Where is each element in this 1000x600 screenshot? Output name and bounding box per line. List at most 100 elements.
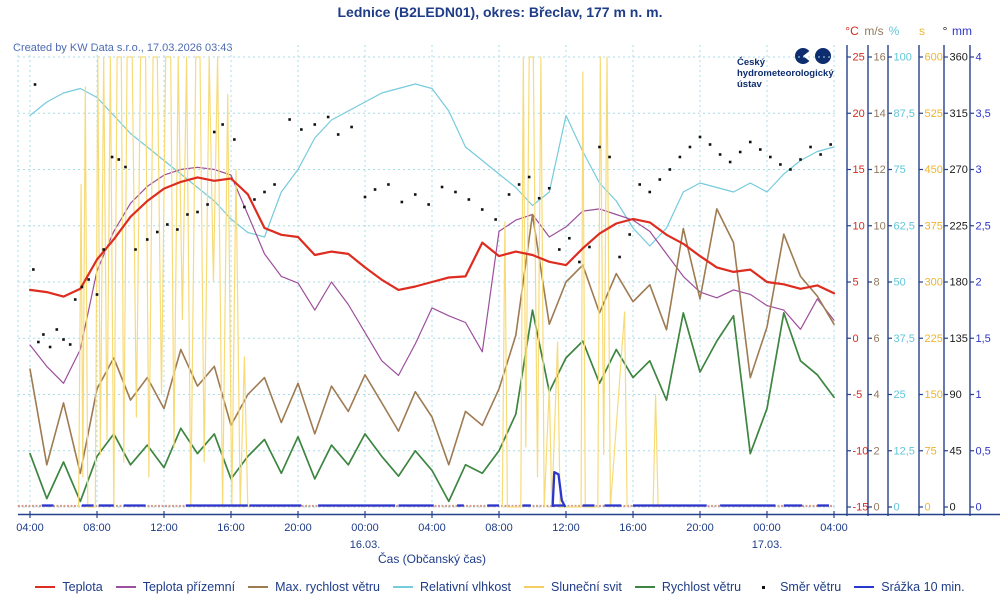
svg-text:10: 10 [874, 220, 886, 232]
legend-item-label: Relativní vlhkost [420, 580, 512, 594]
svg-text:3,5: 3,5 [976, 108, 991, 120]
chmu-logo-icon [795, 48, 831, 64]
svg-text:°C: °C [845, 24, 859, 38]
legend-line-swatch [35, 585, 56, 589]
legend-line-swatch [854, 585, 875, 589]
svg-text:2: 2 [976, 277, 982, 289]
svg-text:00:00: 00:00 [753, 522, 781, 534]
svg-text:150: 150 [925, 389, 943, 401]
svg-text:16:00: 16:00 [619, 522, 647, 534]
legend-item-label: Max. rychlost větru [275, 580, 380, 594]
svg-text:90: 90 [950, 389, 962, 401]
legend-line-swatch [634, 585, 655, 589]
svg-text:20: 20 [853, 108, 865, 120]
svg-text:100: 100 [894, 52, 912, 64]
svg-text:0: 0 [894, 502, 900, 514]
legend-item-2: Teplota přízemní [115, 580, 236, 594]
chmu-logo-line1: Český [737, 57, 765, 68]
svg-text:-10: -10 [853, 445, 869, 457]
svg-text:Čas (Občanský čas): Čas (Občanský čas) [378, 551, 486, 566]
svg-text:-5: -5 [853, 389, 863, 401]
chmu-logo-line3: ústav [737, 79, 762, 90]
svg-text:12: 12 [874, 164, 886, 176]
legend-item-8: Srážka 10 min. [854, 580, 965, 594]
y-axis-mm: mm 4 3,5 3 2,5 2 1,5 1 0,5 0 [952, 24, 991, 516]
svg-text:17.03.: 17.03. [752, 539, 783, 551]
svg-text:25: 25 [853, 52, 865, 64]
svg-text:6: 6 [874, 333, 880, 345]
series-sr-ka-10-min- [41, 470, 829, 508]
svg-text:75: 75 [925, 445, 937, 457]
svg-text:16: 16 [874, 52, 886, 64]
svg-text:270: 270 [950, 164, 968, 176]
credits-text: Created by KW Data s.r.o., 17.03.2026 03… [13, 42, 233, 54]
legend-line-swatch [248, 585, 269, 589]
y-axis-ms: m/s 16 14 12 10 8 6 4 2 0 [864, 24, 886, 516]
legend-dot-swatch [762, 585, 766, 589]
svg-text:12,5: 12,5 [894, 445, 915, 457]
svg-text:315: 315 [950, 108, 968, 120]
legend-item-5: Sluneční svit [524, 580, 622, 594]
legend-line-swatch [393, 585, 413, 589]
page-title: Lednice (B2LEDN01), okres: Břeclav, 177 … [337, 4, 663, 20]
series-sm-r-v-tru [32, 83, 832, 349]
svg-text:04:00: 04:00 [16, 522, 44, 534]
series-teplota [28, 176, 836, 298]
series-slune-n-svit [78, 56, 659, 508]
legend-item-6: Rychlost větru [634, 580, 742, 594]
svg-text:2,5: 2,5 [976, 220, 991, 232]
svg-text:08:00: 08:00 [485, 522, 513, 534]
legend-item-label: Směr větru [780, 580, 842, 594]
svg-text:62,5: 62,5 [894, 220, 915, 232]
svg-text:225: 225 [925, 333, 943, 345]
svg-text:1,5: 1,5 [976, 333, 991, 345]
svg-text:0: 0 [976, 502, 982, 514]
svg-text:5: 5 [853, 277, 859, 289]
x-axis: 04:00 08:00 12:00 16:00 20:00 00:00 04:00 08:00… [16, 511, 1000, 551]
chmu-logo-line2: hydrometeorologický [737, 68, 834, 79]
legend-item-label: Rychlost větru [661, 580, 742, 594]
svg-text:00:00: 00:00 [351, 522, 379, 534]
svg-text:16.03.: 16.03. [350, 539, 381, 551]
legend-item-7: Směr větru [754, 580, 841, 594]
svg-text:8: 8 [874, 277, 880, 289]
svg-text:25: 25 [894, 389, 906, 401]
svg-text:50: 50 [894, 277, 906, 289]
svg-text:mm: mm [952, 24, 972, 38]
svg-text:°: ° [943, 24, 948, 38]
svg-text:1: 1 [976, 389, 982, 401]
grid [17, 45, 838, 508]
svg-text:37,5: 37,5 [894, 333, 915, 345]
legend-item-label: Srážka 10 min. [881, 580, 965, 594]
legend-item-label: Teplota přízemní [142, 580, 236, 594]
svg-text:4: 4 [874, 389, 880, 401]
svg-text:2: 2 [874, 445, 880, 457]
legend: Teplota Teplota přízemní Max. rychlost vět… [0, 580, 1000, 594]
svg-text:0: 0 [925, 502, 931, 514]
chmu-logo-text: Český hydrometeorologický ústav [737, 57, 834, 90]
series-max-rychlost-v-tru [29, 208, 835, 475]
svg-text:135: 135 [950, 333, 968, 345]
svg-text:225: 225 [950, 220, 968, 232]
y-axis-%: % 100 87,5 75 62,5 50 37,5 25 12,5 0 [887, 24, 915, 516]
svg-text:-15: -15 [853, 502, 869, 514]
x-axis-title: Čas (Občanský čas) [378, 551, 486, 566]
legend-item-label: Sluneční svit [551, 580, 622, 594]
svg-text:12:00: 12:00 [552, 522, 580, 534]
svg-text:0: 0 [853, 333, 859, 345]
svg-text:16:00: 16:00 [217, 522, 245, 534]
svg-text:180: 180 [950, 277, 968, 289]
svg-text:s: s [919, 24, 925, 38]
legend-line-swatch [524, 585, 545, 589]
svg-text:3: 3 [976, 164, 982, 176]
svg-text:10: 10 [853, 220, 865, 232]
svg-text:0: 0 [950, 502, 956, 514]
legend-item-1: Teplota [35, 580, 103, 594]
svg-text:4: 4 [976, 52, 982, 64]
svg-text:m/s: m/s [864, 24, 883, 38]
svg-text:20:00: 20:00 [686, 522, 714, 534]
svg-text:04:00: 04:00 [820, 522, 848, 534]
svg-text:450: 450 [925, 164, 943, 176]
